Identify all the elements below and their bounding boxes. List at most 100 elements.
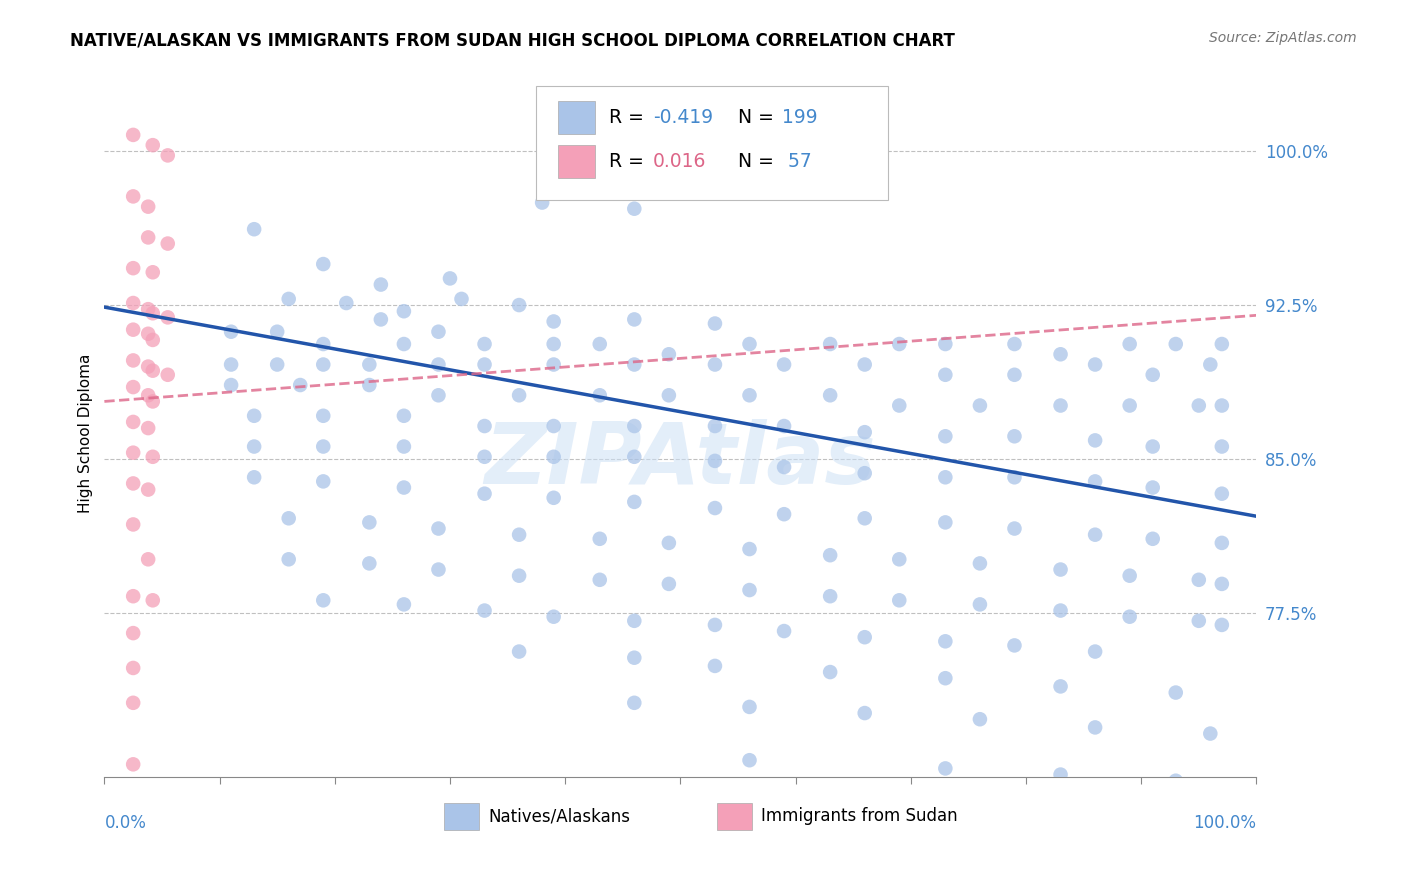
Point xyxy=(531,195,554,210)
Point xyxy=(277,552,299,566)
Point xyxy=(392,409,415,423)
Point xyxy=(266,325,288,339)
Text: 0.0%: 0.0% xyxy=(104,814,146,832)
Point xyxy=(142,306,165,320)
Point xyxy=(818,589,841,603)
Point xyxy=(136,359,159,374)
Text: R =: R = xyxy=(609,108,650,127)
Point xyxy=(156,310,179,325)
Point xyxy=(543,358,565,372)
Point xyxy=(773,460,796,475)
Point xyxy=(969,557,991,571)
Point xyxy=(122,757,145,772)
Point xyxy=(623,419,645,434)
Point xyxy=(889,399,911,413)
Point xyxy=(1164,337,1187,351)
Point xyxy=(312,257,335,271)
Point xyxy=(1118,609,1140,624)
Point xyxy=(543,450,565,464)
FancyBboxPatch shape xyxy=(558,101,595,134)
Point xyxy=(1049,603,1071,617)
Point xyxy=(623,312,645,326)
Point xyxy=(359,358,381,372)
Point xyxy=(136,200,159,214)
Point xyxy=(122,261,145,276)
Point xyxy=(818,665,841,679)
Point xyxy=(889,593,911,607)
Point xyxy=(136,421,159,435)
Point xyxy=(392,440,415,454)
Point xyxy=(142,593,165,607)
Point xyxy=(1142,532,1164,546)
Text: R =: R = xyxy=(609,153,650,171)
Point xyxy=(1118,399,1140,413)
Point xyxy=(392,598,415,612)
Point xyxy=(1188,614,1211,628)
Point xyxy=(889,337,911,351)
Text: Immigrants from Sudan: Immigrants from Sudan xyxy=(761,807,957,825)
Point xyxy=(543,609,565,624)
Point xyxy=(427,563,450,577)
Point xyxy=(335,296,357,310)
Point xyxy=(1211,399,1233,413)
Point xyxy=(266,358,288,372)
Y-axis label: High School Diploma: High School Diploma xyxy=(79,353,93,513)
Point xyxy=(122,589,145,603)
Point xyxy=(474,450,496,464)
Point xyxy=(773,419,796,434)
Point xyxy=(122,517,145,532)
Point xyxy=(1211,486,1233,500)
Point xyxy=(219,325,242,339)
Point xyxy=(543,419,565,434)
Point xyxy=(889,552,911,566)
Point xyxy=(156,368,179,382)
Point xyxy=(142,333,165,347)
Point xyxy=(1211,337,1233,351)
Text: 199: 199 xyxy=(782,108,817,127)
Point xyxy=(1084,527,1107,541)
Point xyxy=(773,507,796,521)
Point xyxy=(773,358,796,372)
Point xyxy=(1188,399,1211,413)
Point xyxy=(623,495,645,509)
Point xyxy=(122,189,145,203)
Point xyxy=(623,202,645,216)
Point xyxy=(738,860,761,874)
Point xyxy=(370,312,392,326)
Point xyxy=(312,440,335,454)
Point xyxy=(589,573,612,587)
Point xyxy=(122,380,145,394)
Point xyxy=(934,429,956,443)
Point xyxy=(427,358,450,372)
Point xyxy=(703,618,725,632)
Point xyxy=(658,347,681,361)
Point xyxy=(156,148,179,162)
Point xyxy=(543,491,565,505)
Point xyxy=(543,314,565,328)
Point xyxy=(853,706,876,720)
Point xyxy=(136,326,159,341)
Point xyxy=(818,337,841,351)
Point xyxy=(969,712,991,726)
Point xyxy=(738,542,761,557)
Point xyxy=(136,302,159,317)
Point xyxy=(122,445,145,459)
Point xyxy=(1004,639,1026,653)
Point xyxy=(277,292,299,306)
FancyBboxPatch shape xyxy=(717,804,752,830)
Point xyxy=(1004,368,1026,382)
Point xyxy=(589,532,612,546)
Point xyxy=(474,603,496,617)
Point xyxy=(853,466,876,480)
Point xyxy=(1004,337,1026,351)
Point xyxy=(1211,778,1233,792)
Point xyxy=(1164,685,1187,699)
Point xyxy=(508,388,530,402)
Point xyxy=(508,527,530,541)
Point xyxy=(623,614,645,628)
Point xyxy=(853,630,876,644)
Text: 100.0%: 100.0% xyxy=(1194,814,1257,832)
Point xyxy=(156,236,179,251)
Point xyxy=(122,661,145,675)
Point xyxy=(1084,720,1107,734)
